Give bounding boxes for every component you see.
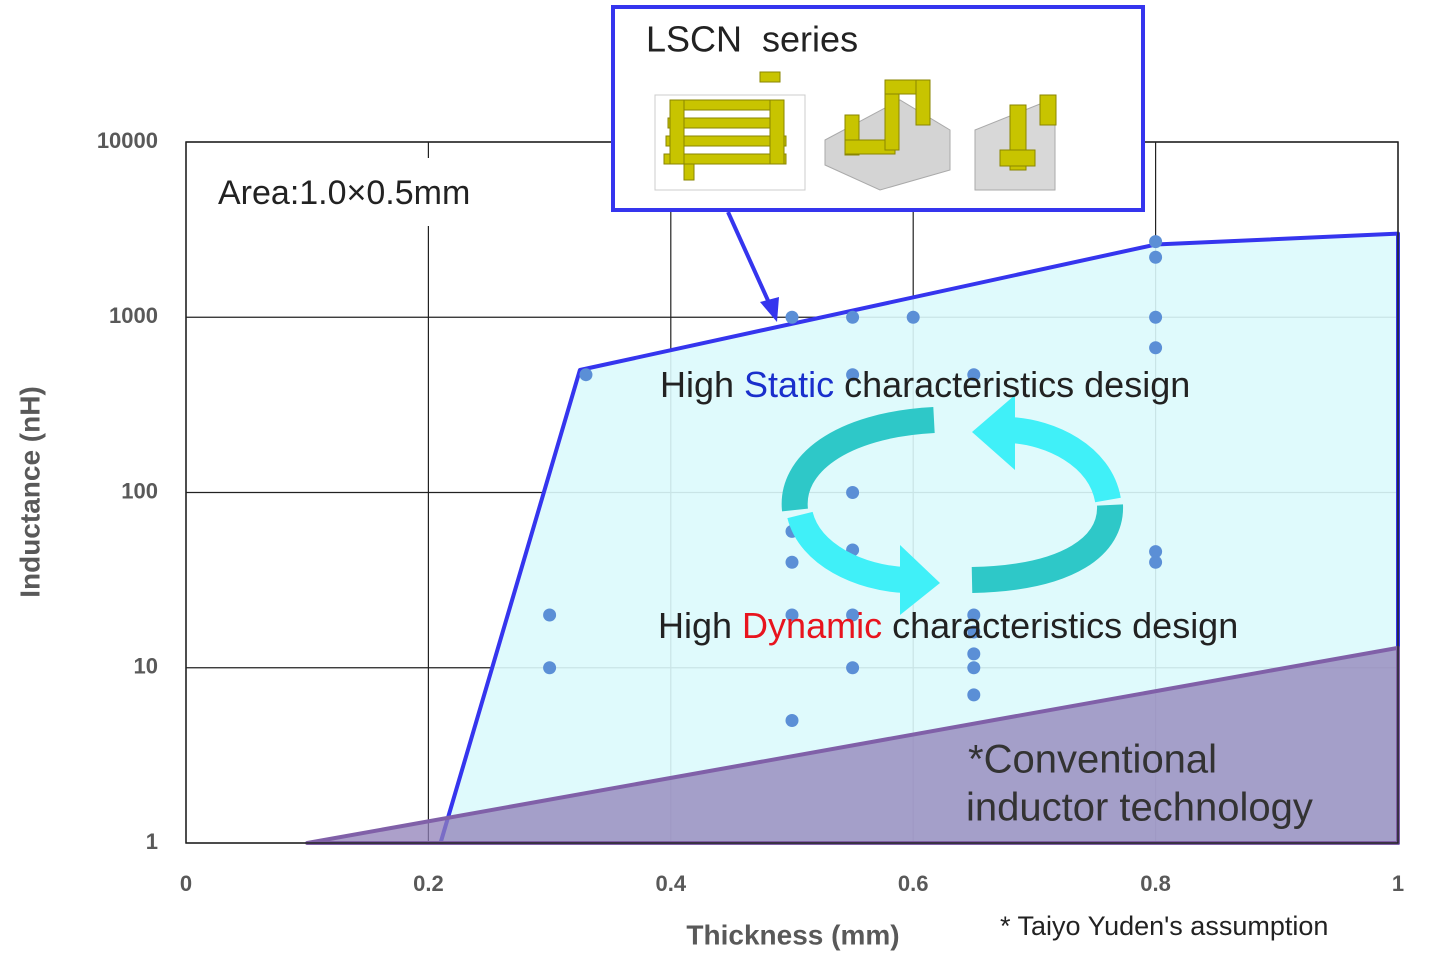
callout-head	[760, 297, 779, 322]
point	[907, 311, 920, 324]
point	[579, 368, 592, 381]
x-tick-label: 1	[1392, 871, 1404, 896]
dynamic-note: High Dynamic characteristics design	[658, 605, 1238, 646]
y-tick-label: 10000	[97, 128, 158, 153]
point	[846, 661, 859, 674]
y-tick-label: 1	[146, 829, 158, 854]
dynamic-part: High	[658, 605, 742, 646]
y-tick-label: 1000	[109, 303, 158, 328]
point	[786, 714, 799, 727]
static-part: High	[660, 364, 744, 405]
x-tick-label: 0.6	[898, 871, 929, 896]
static-word: Static	[744, 364, 834, 405]
footnote: * Taiyo Yuden's assumption	[1000, 911, 1328, 941]
y-tick-label: 10	[134, 654, 158, 679]
chart: 1 10 100 1000 10000 0 0.2 0.4 0.6 0.8 1 Area:1.0×0…	[0, 0, 1433, 954]
point	[543, 608, 556, 621]
point	[1149, 556, 1162, 569]
point	[786, 311, 799, 324]
x-tick-label: 0.8	[1140, 871, 1171, 896]
dynamic-word: Dynamic	[742, 605, 882, 646]
conventional-label: *Conventional	[968, 738, 1217, 782]
static-part: characteristics design	[834, 364, 1190, 405]
lscn-label: LSCN series	[646, 19, 858, 60]
point	[967, 661, 980, 674]
x-tick-label: 0.2	[413, 871, 444, 896]
x-tick-label: 0	[180, 871, 192, 896]
conventional-label: inductor technology	[966, 786, 1313, 830]
x-tick-label: 0.4	[656, 871, 687, 896]
area-note: Area:1.0×0.5mm	[218, 174, 470, 212]
point	[967, 688, 980, 701]
point	[846, 486, 859, 499]
point	[786, 556, 799, 569]
point	[967, 647, 980, 660]
y-tick-label: 100	[121, 478, 158, 503]
static-note: High Static characteristics design	[660, 364, 1190, 405]
point	[1149, 341, 1162, 354]
point	[543, 661, 556, 674]
callout-line	[728, 212, 770, 305]
dynamic-part: characteristics design	[882, 605, 1238, 646]
y-axis-title: Inductance (nH)	[14, 386, 45, 598]
point	[1149, 235, 1162, 248]
x-axis-title: Thickness (mm)	[686, 919, 899, 950]
point	[1149, 311, 1162, 324]
point	[1149, 251, 1162, 264]
point	[846, 311, 859, 324]
